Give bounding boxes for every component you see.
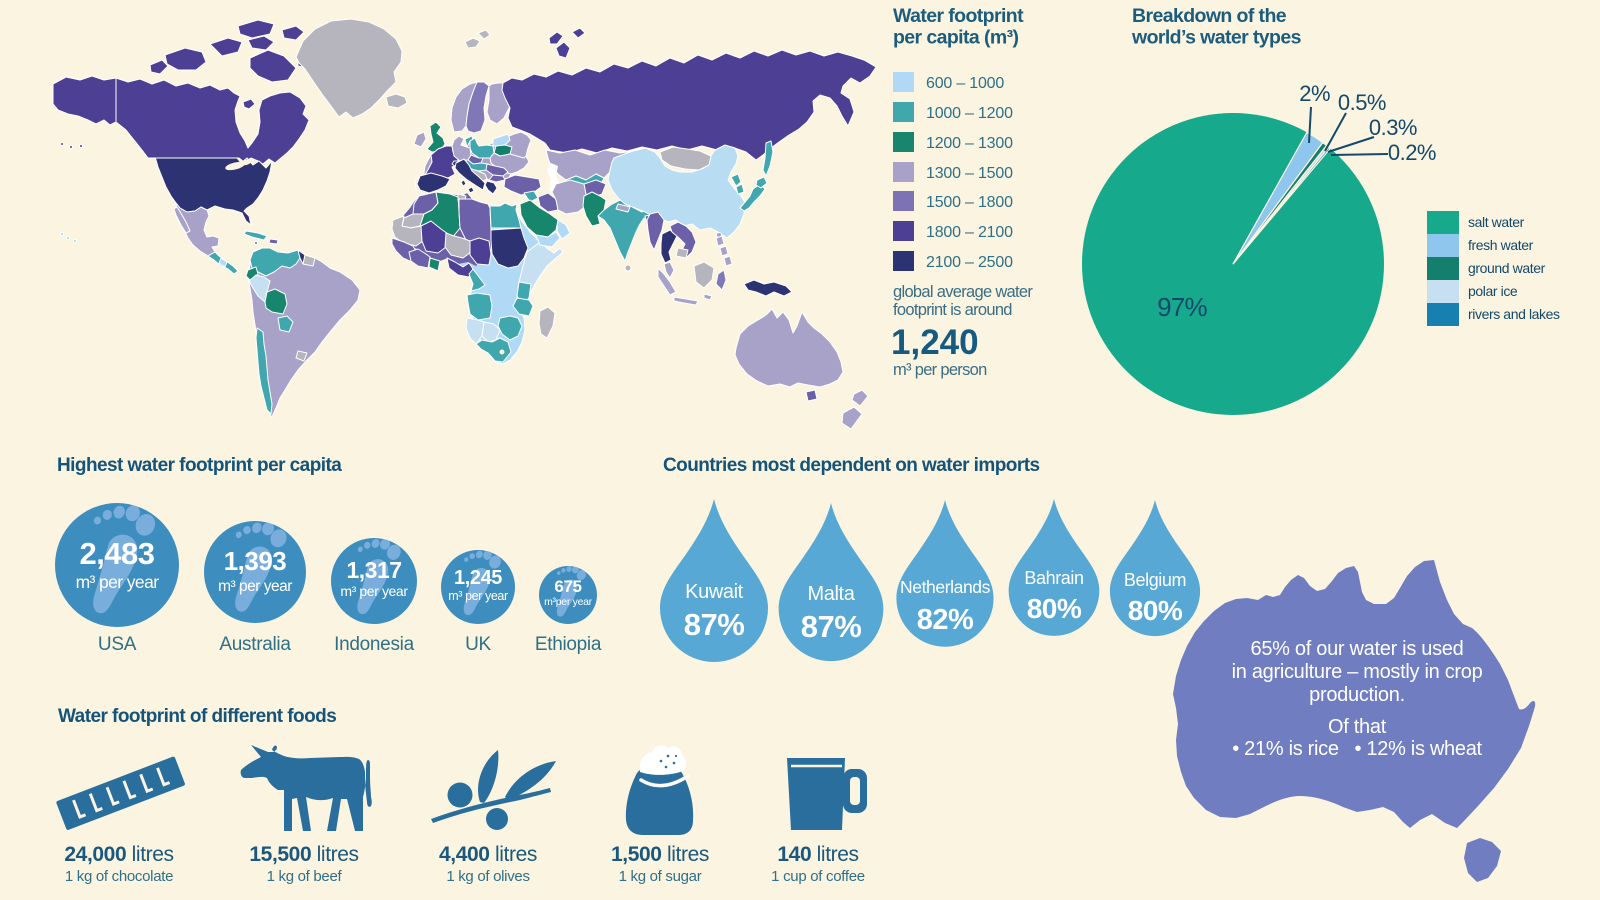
svg-text:Breakdown of the: Breakdown of the	[1132, 5, 1287, 27]
svg-text:global average water: global average water	[893, 283, 1033, 301]
svg-text:4,400 litres: 4,400 litres	[439, 843, 537, 866]
svg-text:97%: 97%	[1157, 292, 1207, 322]
svg-text:m³ per year: m³ per year	[76, 572, 160, 592]
svg-text:65% of our water is used: 65% of our water is used	[1251, 638, 1464, 660]
svg-text:675: 675	[554, 577, 581, 596]
svg-text:Australia: Australia	[219, 634, 291, 655]
svg-text:m³per year: m³per year	[544, 596, 593, 608]
svg-text:0.2%: 0.2%	[1388, 140, 1436, 165]
svg-text:1,393: 1,393	[224, 546, 287, 576]
svg-text:15,500 litres: 15,500 litres	[249, 843, 358, 866]
svg-text:82%: 82%	[917, 604, 974, 636]
svg-text:Countries most dependent on wa: Countries most dependent on water import…	[663, 455, 1040, 476]
svg-text:87%: 87%	[801, 609, 862, 644]
svg-text:24,000 litres: 24,000 litres	[64, 843, 173, 866]
svg-text:Ethiopia: Ethiopia	[535, 634, 602, 655]
svg-text:1300 – 1500: 1300 – 1500	[926, 165, 1013, 182]
svg-text:USA: USA	[98, 634, 137, 655]
svg-text:fresh water: fresh water	[1468, 237, 1534, 253]
svg-text:1200 – 1300: 1200 – 1300	[926, 135, 1013, 152]
svg-text:1 kg of beef: 1 kg of beef	[267, 868, 343, 885]
svg-text:1,317: 1,317	[346, 557, 401, 583]
svg-text:2,483: 2,483	[79, 536, 154, 571]
svg-text:87%: 87%	[684, 607, 745, 642]
svg-text:footprint is around: footprint is around	[893, 301, 1012, 319]
svg-text:Of that: Of that	[1328, 716, 1387, 738]
svg-text:1 cup of coffee: 1 cup of coffee	[771, 868, 865, 885]
svg-text:140 litres: 140 litres	[777, 843, 858, 866]
svg-text:m³ per year: m³ per year	[340, 583, 408, 599]
svg-text:Bahrain: Bahrain	[1024, 568, 1083, 588]
svg-text:m³ per year: m³ per year	[218, 578, 292, 595]
svg-text:• 21% is rice • 12% is wheat: • 21% is rice • 12% is wheat	[1232, 738, 1482, 760]
svg-text:Indonesia: Indonesia	[334, 634, 414, 655]
svg-text:1 kg of sugar: 1 kg of sugar	[619, 868, 702, 885]
svg-text:Water footprint: Water footprint	[893, 5, 1024, 27]
svg-text:0.3%: 0.3%	[1369, 115, 1417, 140]
svg-text:per capita (m³): per capita (m³)	[893, 27, 1018, 49]
svg-text:0.5%: 0.5%	[1338, 90, 1386, 115]
svg-text:Belgium: Belgium	[1124, 570, 1186, 590]
svg-text:1 kg of chocolate: 1 kg of chocolate	[65, 868, 173, 885]
svg-text:production.: production.	[1309, 684, 1405, 706]
svg-text:1,245: 1,245	[454, 567, 502, 589]
svg-text:rivers and lakes: rivers and lakes	[1468, 306, 1560, 322]
svg-text:1000 – 1200: 1000 – 1200	[926, 105, 1013, 122]
svg-text:2%: 2%	[1299, 81, 1330, 106]
svg-text:in agriculture – mostly in cro: in agriculture – mostly in crop	[1232, 661, 1483, 683]
svg-text:1,500 litres: 1,500 litres	[611, 843, 709, 866]
svg-text:600 – 1000: 600 – 1000	[926, 75, 1004, 92]
svg-text:1800 – 2100: 1800 – 2100	[926, 224, 1013, 241]
svg-text:Malta: Malta	[808, 583, 856, 605]
svg-text:ground water: ground water	[1468, 260, 1546, 276]
svg-text:polar ice: polar ice	[1468, 283, 1518, 299]
svg-text:salt water: salt water	[1468, 214, 1525, 230]
svg-text:80%: 80%	[1128, 595, 1183, 626]
svg-text:2100 – 2500: 2100 – 2500	[926, 254, 1013, 271]
svg-text:m³ per year: m³ per year	[448, 589, 508, 603]
svg-text:Netherlands: Netherlands	[900, 577, 991, 597]
svg-text:1500 – 1800: 1500 – 1800	[926, 194, 1013, 211]
svg-text:1,240: 1,240	[891, 323, 979, 362]
svg-text:1 kg of olives: 1 kg of olives	[446, 868, 529, 885]
svg-text:80%: 80%	[1027, 593, 1082, 624]
svg-text:Water footprint of different f: Water footprint of different foods	[58, 706, 336, 727]
svg-text:world’s water types: world’s water types	[1131, 27, 1302, 49]
svg-text:Kuwait: Kuwait	[685, 581, 743, 603]
svg-text:UK: UK	[465, 634, 491, 655]
svg-text:Highest water footprint per ca: Highest water footprint per capita	[57, 455, 342, 476]
svg-text:m³ per person: m³ per person	[893, 361, 987, 379]
